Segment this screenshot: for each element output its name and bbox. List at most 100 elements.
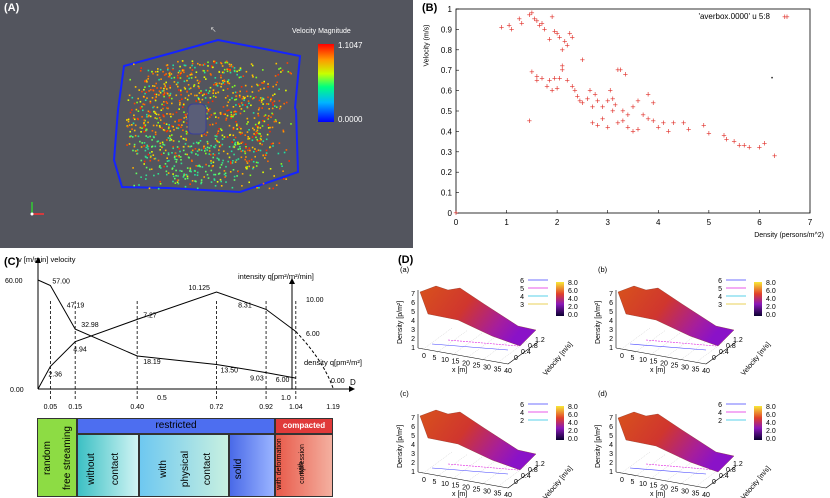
particle: [247, 136, 249, 138]
x-tick-label: 0.05: [44, 404, 58, 411]
x-axis: [417, 347, 509, 365]
particle: [190, 145, 193, 148]
particle: [181, 69, 184, 72]
particle: [142, 95, 145, 98]
particle: [273, 120, 276, 123]
particle: [174, 120, 176, 123]
floor-contour: [447, 339, 519, 347]
particle: [128, 124, 131, 126]
particle: [166, 64, 169, 66]
particle: [268, 187, 271, 190]
particle: [241, 141, 244, 144]
particle: [252, 167, 254, 170]
particle: [248, 165, 250, 168]
particle: [207, 177, 210, 179]
particle: [219, 128, 222, 130]
particle: [275, 120, 277, 123]
particle: [244, 152, 247, 155]
particle: [216, 181, 219, 183]
particle: [172, 113, 174, 116]
colorbar-tick: 2.0: [766, 304, 776, 311]
particle: [193, 85, 195, 88]
particle: [226, 70, 229, 73]
particle: [278, 100, 281, 102]
particle: [134, 124, 137, 127]
particle: [217, 117, 220, 119]
particle: [230, 162, 232, 165]
particle: [216, 139, 218, 142]
data-point: +: [542, 24, 547, 34]
particle: [240, 150, 243, 153]
data-point: +: [517, 14, 522, 24]
particle: [208, 90, 211, 92]
z-tick-label: 7: [411, 291, 415, 298]
particle: [191, 73, 193, 76]
particle: [230, 111, 232, 114]
data-point: +: [630, 102, 635, 112]
data-point: +: [552, 26, 557, 36]
particle: [197, 62, 199, 65]
particle: [185, 173, 188, 176]
particle: [182, 103, 185, 106]
particle: [209, 97, 212, 99]
particle: [200, 182, 202, 185]
particle: [237, 158, 240, 160]
particle: [191, 62, 194, 65]
particle: [234, 144, 237, 146]
particle: [215, 82, 217, 85]
data-point: +: [701, 120, 706, 130]
particle: [205, 89, 207, 92]
data-point: +: [600, 102, 605, 112]
room-boundary: [112, 38, 302, 194]
particle: [215, 134, 218, 136]
value-annotation: 18.19: [143, 359, 161, 366]
particle: [168, 126, 170, 129]
value-annotation: 2.36: [48, 371, 62, 378]
particle: [131, 136, 134, 138]
particle: [260, 101, 263, 103]
particle: [183, 111, 185, 113]
data-point: +: [557, 73, 562, 83]
panel-c-fundamental: (C) 0.05 0.15 0.40 0.72 0.92 1.04 1.19 60.00 0.0…: [0, 252, 388, 498]
particle: [206, 69, 209, 72]
colorbar-tick: 4.0: [766, 420, 776, 427]
particle: [241, 173, 244, 175]
particle: [193, 169, 196, 172]
particle: [278, 122, 281, 124]
particle: [140, 176, 142, 178]
x-tick-label: 0: [422, 353, 426, 360]
particle: [171, 167, 174, 169]
particle: [245, 146, 247, 148]
particle: [281, 69, 284, 72]
particle: [229, 65, 231, 67]
legend-label: 6: [520, 402, 524, 409]
particle: [143, 163, 145, 165]
particle: [180, 162, 183, 165]
particle: [269, 168, 272, 170]
data-point: +: [549, 12, 554, 22]
data-point: +: [549, 86, 554, 96]
x-tick-label: 0: [454, 218, 459, 227]
x-tick-label: 20: [462, 361, 470, 368]
data-point: +: [661, 118, 666, 128]
particle: [211, 123, 214, 126]
value-annotation: 13.50: [221, 368, 239, 375]
particle: [262, 171, 264, 174]
particle: [159, 68, 162, 71]
particle: [143, 145, 145, 147]
particle: [186, 126, 189, 128]
particle: [244, 158, 246, 161]
particle: [177, 81, 179, 84]
particle: [212, 165, 214, 167]
regime-free-block: [37, 418, 77, 497]
particle: [259, 133, 261, 135]
simulation-view: ↖: [30, 25, 334, 216]
particle: [236, 124, 238, 127]
particle: [169, 135, 171, 137]
particle: [131, 128, 133, 130]
floor-contour: [431, 343, 509, 351]
particle: [197, 97, 200, 99]
particle: [229, 69, 231, 72]
particle: [252, 97, 254, 100]
particle: [228, 99, 231, 101]
